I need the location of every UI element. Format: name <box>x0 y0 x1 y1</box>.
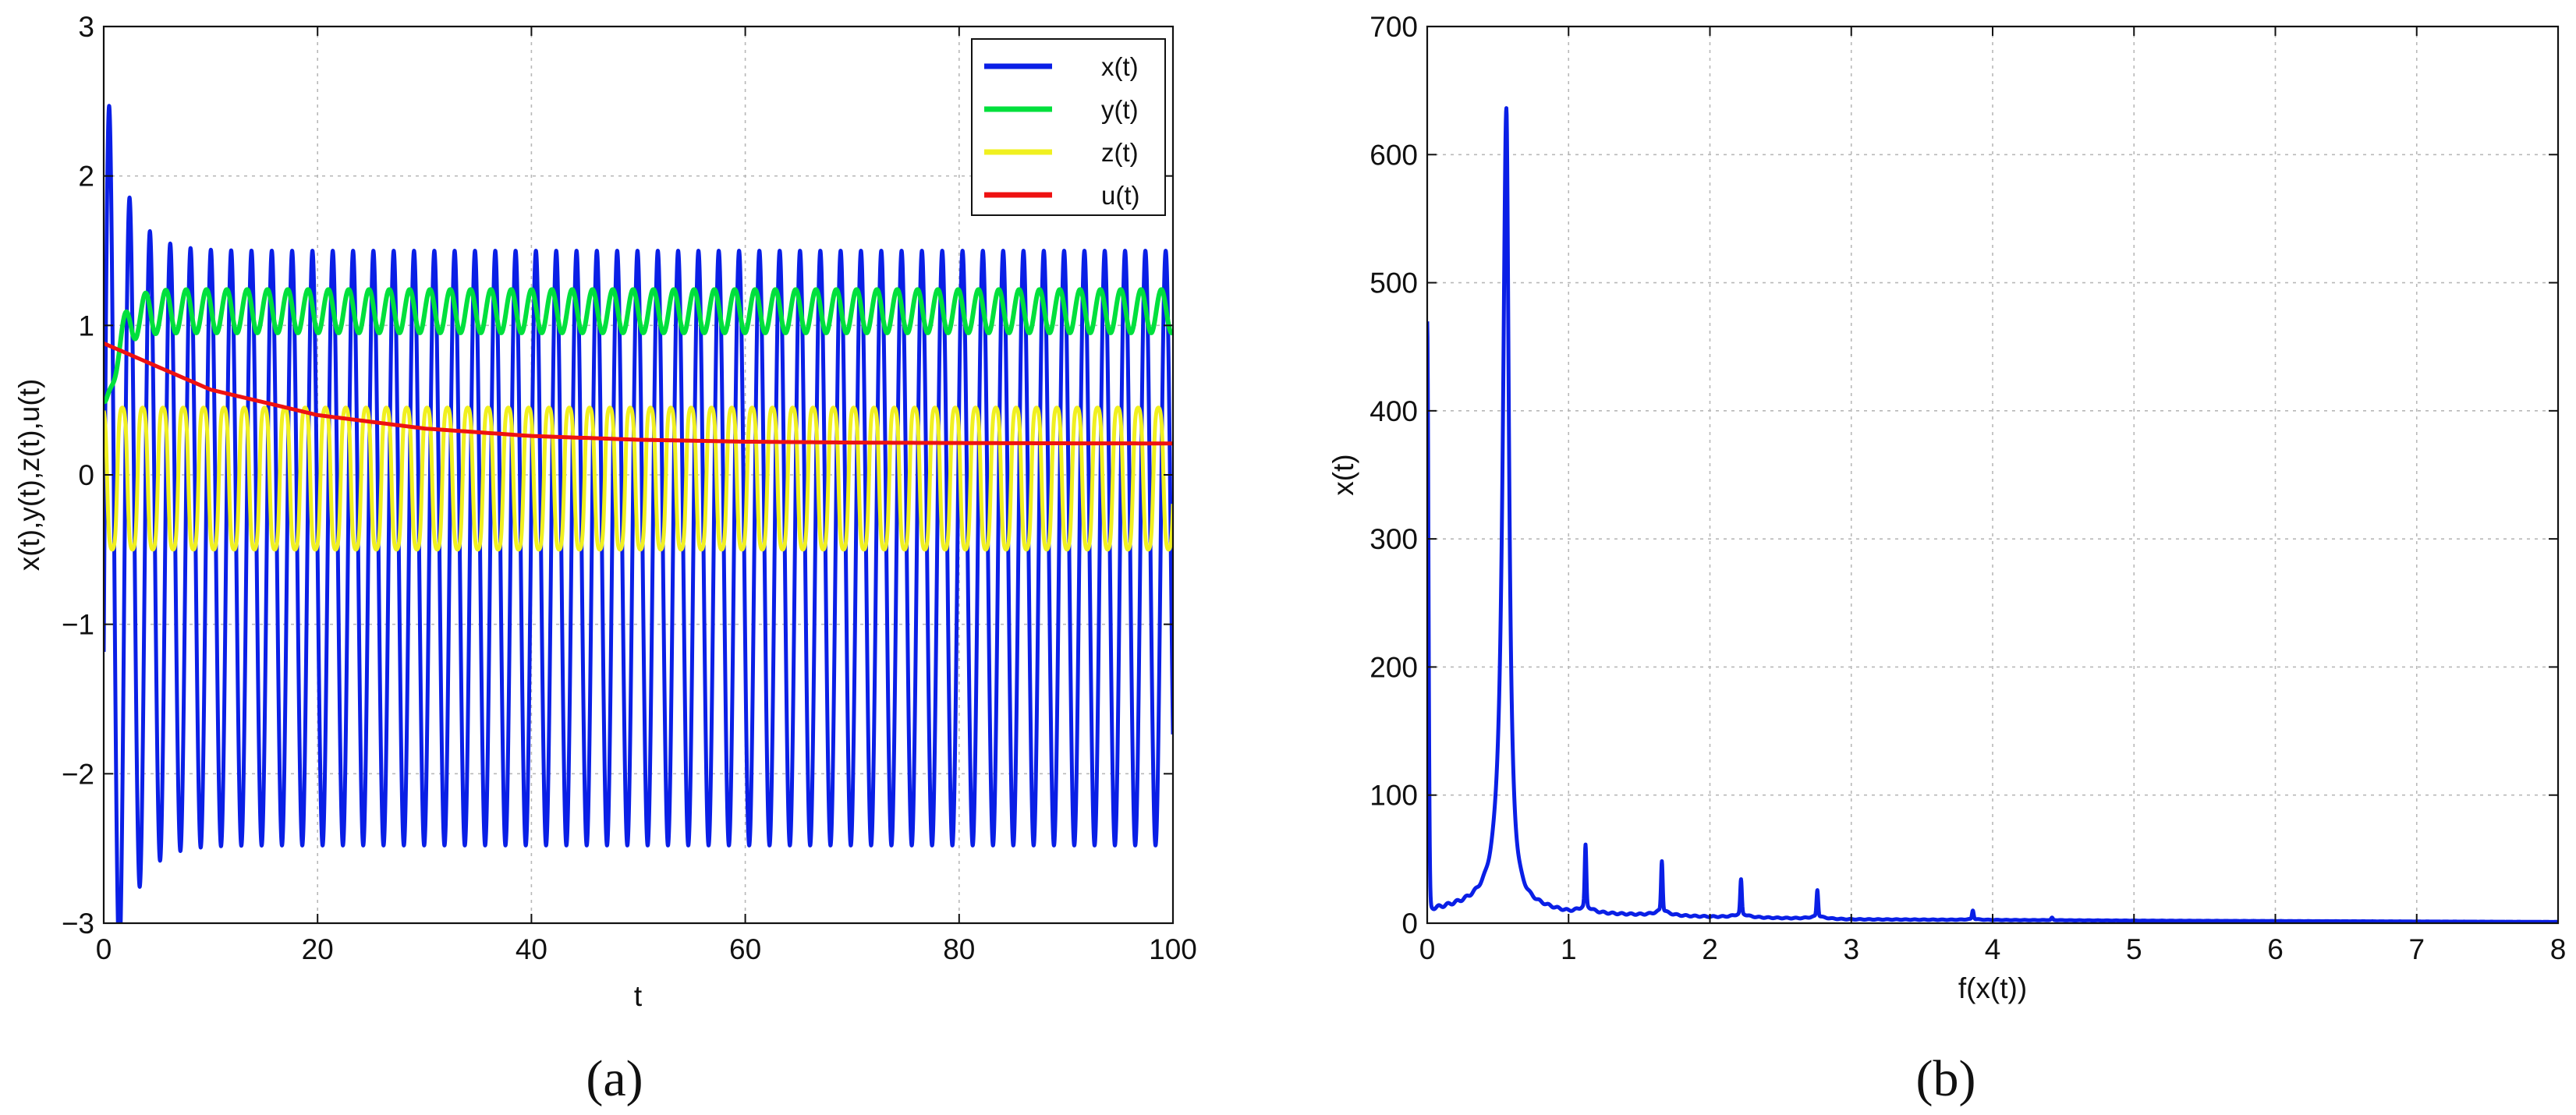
y-tick-label-a: 2 <box>78 161 94 193</box>
y-tick-label-b: 700 <box>1369 11 1418 43</box>
series-line-y <box>104 287 1173 405</box>
ticks-a: 0 20 40 60 80 100 −3 −2 −1 0 1 2 3 <box>62 11 1197 965</box>
x-axis-label-b: f(x(t)) <box>1958 972 2027 1004</box>
x-tick-label-b: 6 <box>2267 933 2284 965</box>
y-tick-label-b: 0 <box>1401 908 1418 940</box>
y-tick-label-b: 500 <box>1369 267 1418 299</box>
x-tick-label-a: 80 <box>943 933 975 965</box>
y-tick-label-b: 400 <box>1369 395 1418 427</box>
series-line-u <box>104 342 1173 446</box>
legend-label-u: u(t) <box>1101 181 1140 210</box>
grid-b <box>1427 27 2558 923</box>
x-tick-label-b: 3 <box>1843 933 1859 965</box>
y-tick-label-a: −2 <box>62 758 94 790</box>
panel-a: 0 20 40 60 80 100 −3 −2 −1 0 1 2 3 x(t) y(t) z(t) u(… <box>13 11 1197 1107</box>
series-line-x <box>104 104 1173 923</box>
x-tick-label-a: 40 <box>516 933 547 965</box>
x-tick-label-a: 20 <box>302 933 334 965</box>
x-tick-label-b: 0 <box>1419 933 1436 965</box>
y-axis-label-b: x(t) <box>1327 454 1359 495</box>
ticks-b: 0 1 2 3 4 5 6 7 8 0 100 200 300 400 500 600 700 <box>1369 11 2566 965</box>
y-tick-label-a: 3 <box>78 11 94 43</box>
x-tick-label-b: 8 <box>2550 933 2567 965</box>
series-line-z <box>104 405 1173 552</box>
y-tick-label-a: 0 <box>78 459 94 491</box>
y-tick-label-a: −1 <box>62 609 94 641</box>
caption-a: (a) <box>586 1050 643 1107</box>
x-tick-label-a: 0 <box>96 933 112 965</box>
y-tick-label-a: −3 <box>62 908 94 940</box>
legend-a: x(t) y(t) z(t) u(t) <box>971 38 1166 216</box>
y-tick-label-a: 1 <box>78 310 94 342</box>
x-tick-label-a: 60 <box>729 933 761 965</box>
caption-b: (b) <box>1916 1050 1976 1107</box>
y-tick-label-b: 100 <box>1369 780 1418 812</box>
y-axis-label-a: x(t),y(t),z(t),u(t) <box>13 379 45 572</box>
x-tick-label-b: 4 <box>1985 933 2001 965</box>
legend-label-z: z(t) <box>1101 138 1139 167</box>
x-tick-label-b: 2 <box>1702 933 1718 965</box>
y-tick-label-b: 600 <box>1369 139 1418 171</box>
x-tick-label-b: 1 <box>1561 933 1577 965</box>
series-a <box>104 104 1173 923</box>
legend-label-x: x(t) <box>1101 52 1139 81</box>
legend-label-y: y(t) <box>1101 95 1139 124</box>
x-tick-label-b: 5 <box>2126 933 2142 965</box>
y-tick-label-b: 300 <box>1369 523 1418 555</box>
x-tick-label-a: 100 <box>1149 933 1197 965</box>
y-tick-label-b: 200 <box>1369 651 1418 683</box>
x-axis-label-a: t <box>634 980 643 1012</box>
x-tick-label-b: 7 <box>2408 933 2425 965</box>
